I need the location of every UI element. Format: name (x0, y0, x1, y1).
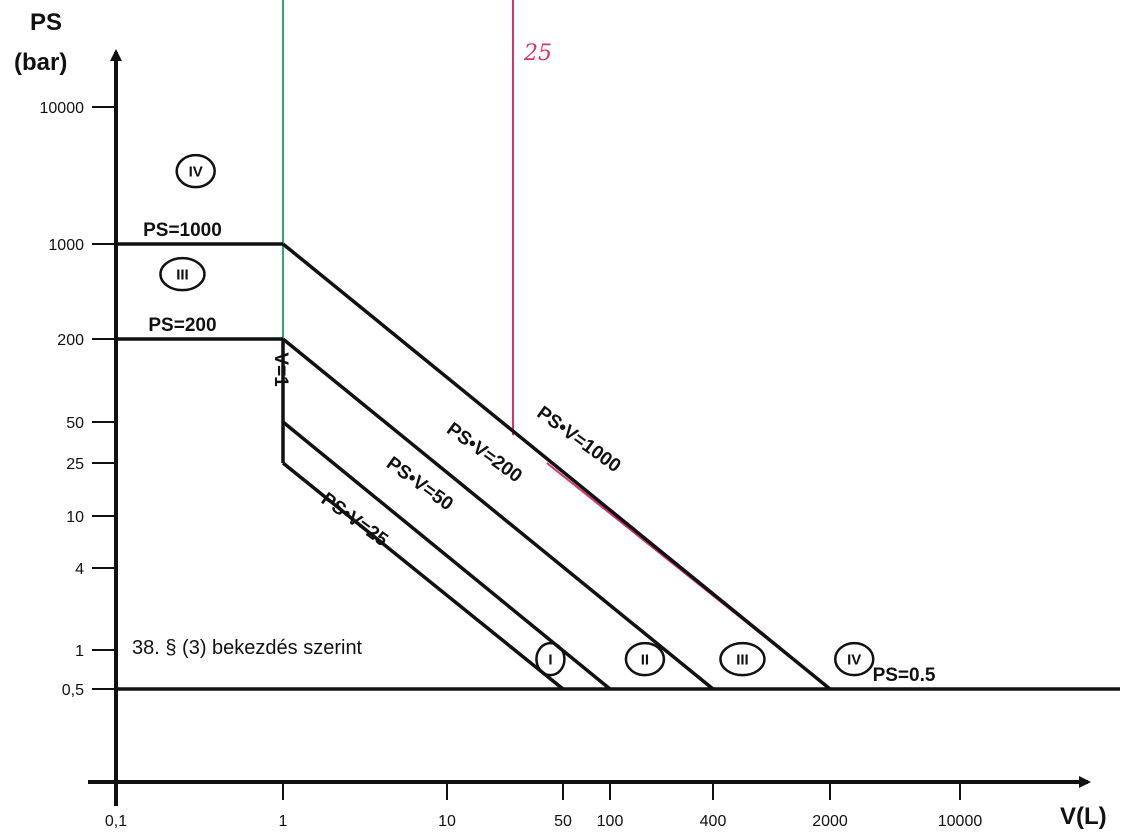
region-label: III (176, 267, 189, 284)
region-iii: III (159, 256, 206, 292)
x-tick-label: 50 (554, 813, 572, 830)
y-tick-label: 200 (57, 332, 84, 349)
y-tick-label: 25 (66, 456, 84, 473)
region-label: IV (847, 652, 861, 669)
y-tick-label: 1 (75, 643, 84, 660)
y-tick-label: 0,5 (62, 682, 84, 699)
region-iv: IV (833, 641, 875, 677)
series-line-ps-v-200 (281, 337, 715, 691)
x-tick-label: 10000 (938, 813, 983, 830)
y-tick-label: 10 (66, 509, 84, 526)
region-label: II (641, 652, 649, 669)
y-tick-label: 1000 (48, 237, 84, 254)
annotation-note: 38. § (3) bekezdés szerint (132, 637, 363, 659)
series-line-ps-v-1000 (281, 242, 832, 691)
y-axis-title-line2: (bar) (14, 49, 67, 76)
handwritten-note: 25 (523, 41, 552, 66)
y-tick-label: 4 (75, 561, 84, 578)
x-tick-label: 400 (700, 813, 727, 830)
y-tick-label: 50 (66, 415, 84, 432)
region-ii: II (624, 641, 666, 677)
line-label-ps-0-5: PS=0.5 (873, 665, 936, 686)
series-line-ps-v-25 (281, 461, 565, 691)
axis-ticks: 0,5 1 4 10 25 50 200 1000 10000 0,1 1 10 50 100 400 200… (40, 100, 983, 830)
x-tick-label: 1 (279, 813, 288, 830)
line-label-ps-v-1000: PS•V=1000 (533, 402, 625, 477)
x-tick-label: 0,1 (105, 813, 127, 830)
region-i: I (535, 641, 566, 677)
x-tick-label: 10 (438, 813, 456, 830)
x-tick-label: 2000 (812, 813, 848, 830)
line-label-ps-v-25: PS•V=25 (317, 489, 392, 551)
region-label: IV (189, 164, 203, 181)
line-label-ps-1000: PS=1000 (143, 220, 222, 241)
region-iii: III (719, 641, 766, 677)
region-iv: IV (175, 153, 216, 189)
region-label: III (736, 652, 749, 669)
line-label-v-1: V=1 (270, 352, 291, 387)
overlay-line-0 (282, 0, 714, 690)
series-lines (116, 242, 1120, 691)
y-tick-label: 10000 (40, 100, 85, 117)
x-axis-title: V(L) (1060, 803, 1107, 830)
region-label: I (548, 652, 552, 669)
overlay-line-2 (546, 462, 1120, 690)
x-tick-label: 100 (597, 813, 624, 830)
y-axis-title-line1: PS (30, 9, 62, 36)
line-label-ps-200: PS=200 (148, 315, 216, 336)
line-label-ps-v-50: PS•V=50 (382, 453, 457, 515)
